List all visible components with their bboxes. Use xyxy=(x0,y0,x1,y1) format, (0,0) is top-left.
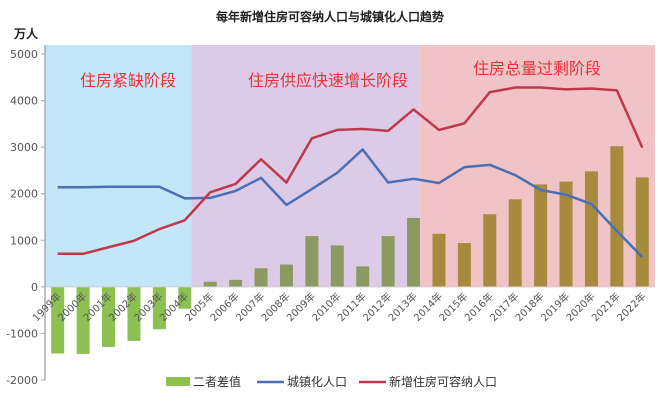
bar-2013年 xyxy=(407,217,421,287)
legend-swatch-difference xyxy=(166,377,190,386)
bar-2003年 xyxy=(152,286,166,330)
phase-label-1: 住房紧缺阶段 xyxy=(80,71,176,90)
line-series-1 xyxy=(57,148,644,258)
bar-2007年 xyxy=(254,268,268,287)
bar-2020年 xyxy=(584,171,598,287)
chart-title: 每年新增住房可容纳人口与城镇化人口趋势 xyxy=(216,9,444,24)
bar-2010年 xyxy=(330,245,344,287)
bar-2006年 xyxy=(229,279,243,287)
y-tick-label: 5000 xyxy=(10,48,38,61)
bar-2012年 xyxy=(381,236,395,287)
bar-2022年 xyxy=(635,177,649,287)
bar-2009年 xyxy=(305,236,319,287)
bar-2001年 xyxy=(102,286,116,347)
phase-label-3: 住房总量过剩阶段 xyxy=(473,59,601,78)
phase-zone-1 xyxy=(45,45,192,287)
bar-2002年 xyxy=(127,286,141,341)
y-tick-label: -2000 xyxy=(6,374,38,387)
bar-2014年 xyxy=(432,233,446,287)
bar-2000年 xyxy=(76,286,90,354)
y-tick-label: 3000 xyxy=(10,141,38,154)
x-tick-label: 2022年 xyxy=(614,290,648,324)
bar-2016年 xyxy=(483,214,497,287)
phase-label-2: 住房供应快速增长阶段 xyxy=(248,71,408,90)
bar-2011年 xyxy=(356,266,370,287)
bar-2005年 xyxy=(203,281,217,287)
line-series-2 xyxy=(57,86,644,256)
legend-label-urban: 城镇化人口 xyxy=(287,375,347,389)
y-tick-label: -1000 xyxy=(6,327,38,340)
bar-2017年 xyxy=(508,199,522,287)
bar-2021年 xyxy=(610,146,624,287)
bar-2018年 xyxy=(534,184,548,287)
y-tick-label: 1000 xyxy=(10,234,38,247)
bar-1999年 xyxy=(51,286,65,354)
y-tick-label: 0 xyxy=(31,281,38,294)
y-tick-label: 4000 xyxy=(10,95,38,108)
bar-2008年 xyxy=(279,264,293,287)
legend-label-housing: 新增住房可容纳人口 xyxy=(389,374,497,389)
legend-label-difference: 二者差值 xyxy=(193,374,241,389)
bar-2019年 xyxy=(559,181,573,287)
bar-2004年 xyxy=(178,286,192,309)
y-axis-label: 万人 xyxy=(13,26,39,41)
bar-2015年 xyxy=(457,243,471,287)
y-tick-label: 2000 xyxy=(10,188,38,201)
